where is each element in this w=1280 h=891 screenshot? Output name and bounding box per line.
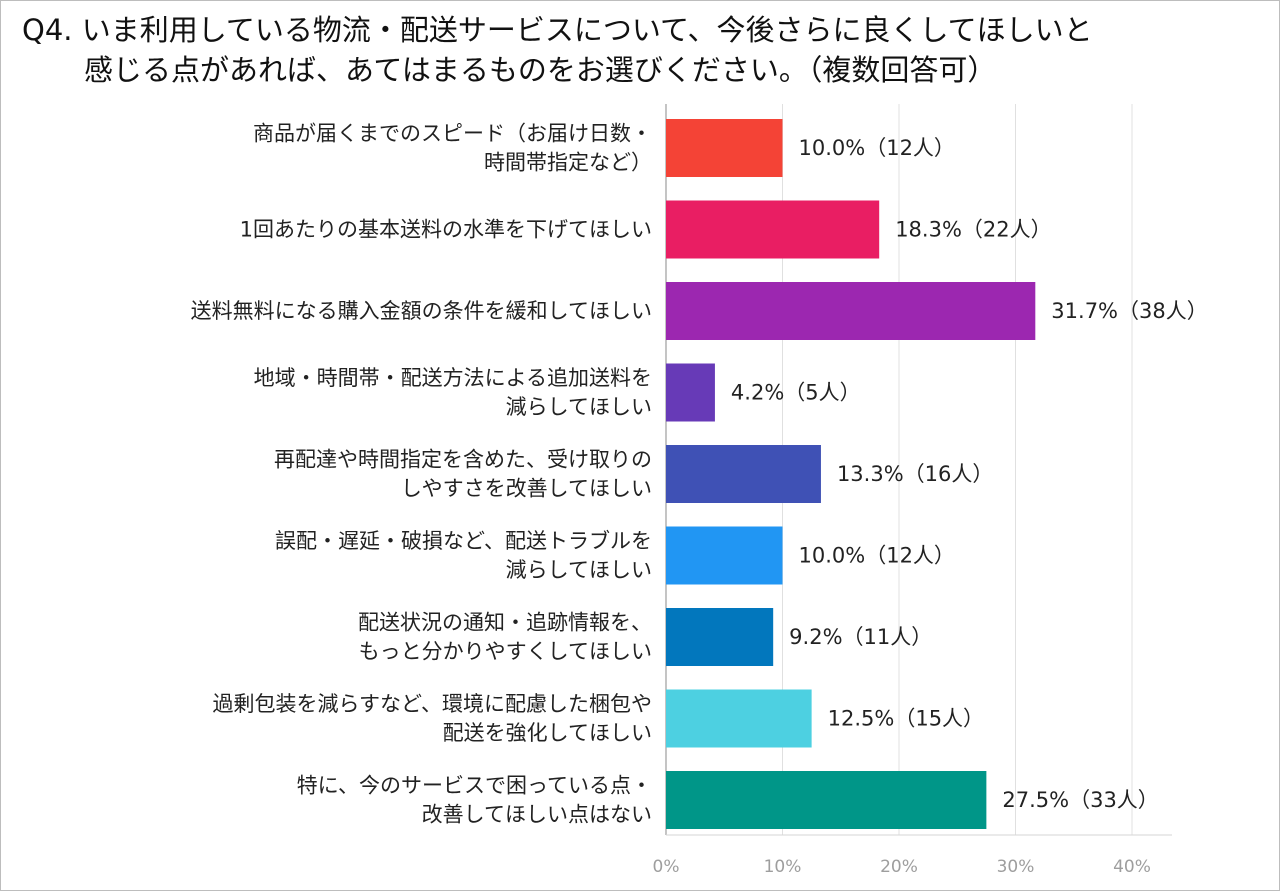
category-label-line: もっと分かりやすくしてほしい xyxy=(359,640,652,664)
category-label-line: 再配達や時間指定を含めた、受け取りの xyxy=(274,448,652,472)
category-label-line: 商品が届くまでのスピード（お届け日数・ xyxy=(253,122,652,146)
category-label: 1回あたりの基本送料の水準を下げてほしい xyxy=(240,218,652,242)
x-tick-label: 20% xyxy=(880,857,918,877)
bars xyxy=(666,119,1036,829)
x-tick-label: 10% xyxy=(764,857,802,877)
bar xyxy=(666,445,821,503)
category-label-line: 配送状況の通知・追跡情報を、 xyxy=(358,611,652,635)
x-tick-label: 30% xyxy=(997,857,1035,877)
data-label: 10.0%（12人） xyxy=(799,544,955,568)
category-label-line: しやすさを改善してほしい xyxy=(401,477,652,501)
data-label: 27.5%（33人） xyxy=(1002,788,1158,812)
category-label-line: 時間帯指定など） xyxy=(484,151,652,175)
category-label: 特に、今のサービスで困っている点・改善してほしい点はない xyxy=(297,774,652,827)
category-label-line: 改善してほしい点はない xyxy=(422,803,652,827)
data-label: 10.0%（12人） xyxy=(799,136,955,160)
category-label-line: 配送を強化してほしい xyxy=(443,721,652,745)
data-label: 31.7%（38人） xyxy=(1051,299,1207,323)
bar xyxy=(666,200,880,259)
category-label-line: 誤配・遅延・破損など、配送トラブルを xyxy=(275,529,652,553)
category-label-line: 送料無料になる購入金額の条件を緩和してほしい xyxy=(191,299,652,323)
category-label: 誤配・遅延・破損など、配送トラブルを減らしてほしい xyxy=(275,529,652,582)
data-label: 9.2%（11人） xyxy=(789,625,932,649)
category-label-line: 減らしてほしい xyxy=(506,558,652,582)
category-label-line: 地域・時間帯・配送方法による追加送料を xyxy=(254,366,652,390)
category-label: 再配達や時間指定を含めた、受け取りのしやすさを改善してほしい xyxy=(274,448,652,501)
bar xyxy=(666,526,783,585)
title-line-2: 感じる点があれば、あてはまるものをお選びください。（複数回答可） xyxy=(84,53,997,87)
category-label-line: 減らしてほしい xyxy=(506,395,652,419)
bar xyxy=(666,771,987,829)
category-label-line: 過剰包装を減らすなど、環境に配慮した梱包や xyxy=(212,692,652,716)
bar xyxy=(666,282,1036,340)
bar xyxy=(666,608,774,666)
category-label-line: 1回あたりの基本送料の水準を下げてほしい xyxy=(240,218,652,242)
category-label: 商品が届くまでのスピード（お届け日数・時間帯指定など） xyxy=(253,122,652,175)
bar xyxy=(666,119,783,177)
title-line-1: Q4. いま利用している物流・配送サービスについて、今後さらに良くしてほしいと xyxy=(22,13,1093,47)
value-labels: 10.0%（12人） 18.3%（22人） 31.7%（38人） 4.2%（5人） 13… xyxy=(731,136,1208,812)
data-label: 18.3%（22人） xyxy=(895,218,1051,242)
category-label: 地域・時間帯・配送方法による追加送料を減らしてほしい xyxy=(254,366,652,419)
category-label: 送料無料になる購入金額の条件を緩和してほしい xyxy=(191,299,652,323)
category-label: 過剰包装を減らすなど、環境に配慮した梱包や配送を強化してほしい xyxy=(212,692,652,745)
x-axis-ticks: 0% 10% 20% 30% 40% xyxy=(653,857,1151,877)
chart-title: Q4. いま利用している物流・配送サービスについて、今後さらに良くしてほしいと … xyxy=(22,10,1272,90)
category-label: 配送状況の通知・追跡情報を、もっと分かりやすくしてほしい xyxy=(358,611,652,664)
x-tick-label: 0% xyxy=(653,857,680,877)
bar xyxy=(666,689,812,748)
data-label: 13.3%（16人） xyxy=(837,462,993,486)
category-labels: 商品が届くまでのスピード（お届け日数・時間帯指定など） 1回あたりの基本送料の水準… xyxy=(191,122,652,827)
data-label: 4.2%（5人） xyxy=(731,381,861,405)
data-label: 12.5%（15人） xyxy=(828,707,984,731)
x-tick-label: 40% xyxy=(1113,857,1151,877)
category-label-line: 特に、今のサービスで困っている点・ xyxy=(297,774,652,798)
bar xyxy=(666,363,715,422)
